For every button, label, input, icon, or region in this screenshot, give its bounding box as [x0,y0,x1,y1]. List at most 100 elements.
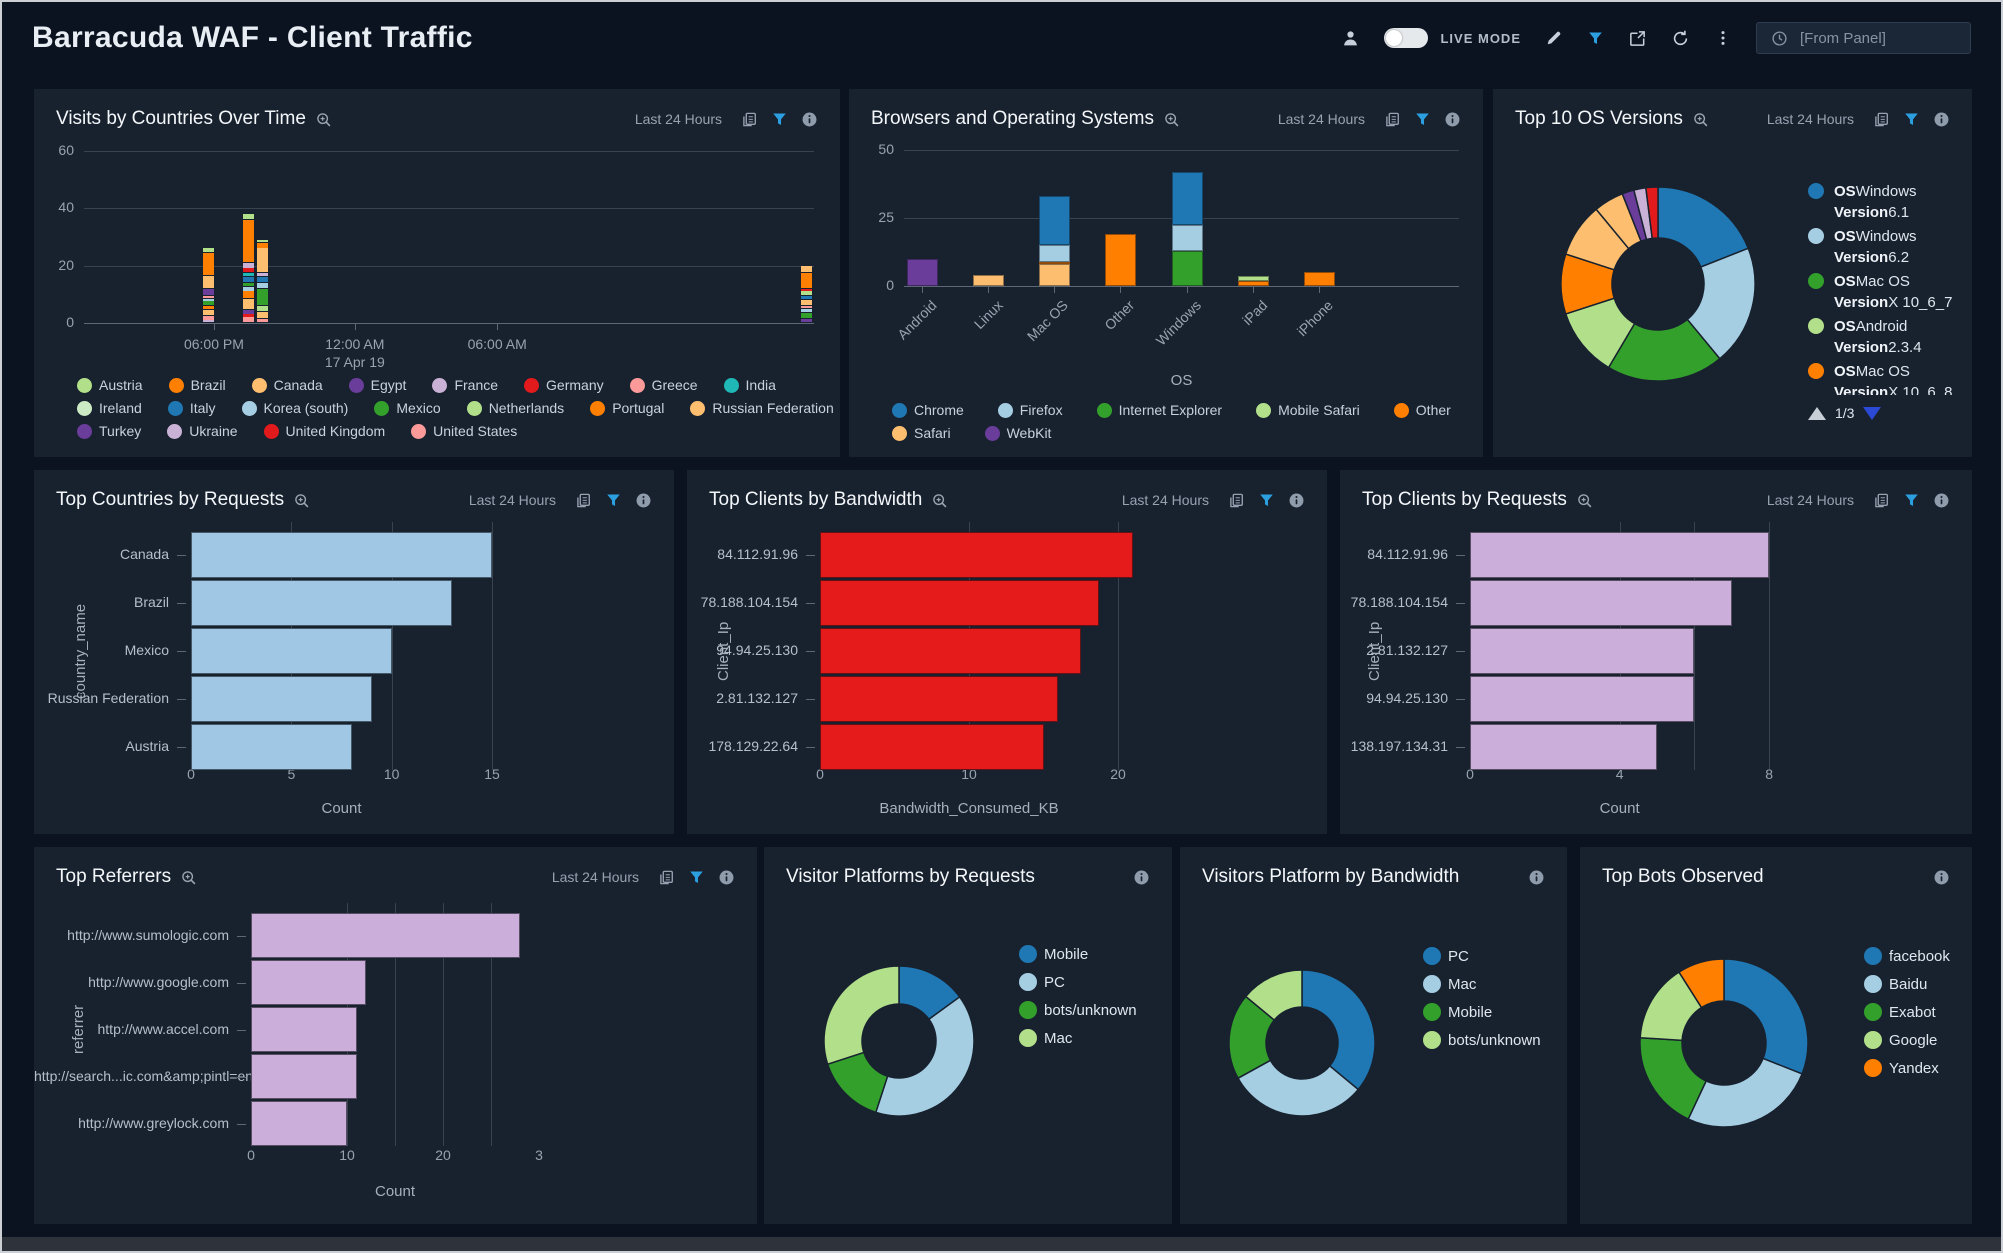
stacked-bar-segment[interactable] [242,287,254,291]
stacked-bar-segment[interactable] [257,242,269,248]
stacked-bar-segment[interactable] [801,265,813,273]
legend-item-windows-6-1[interactable]: OSWindows Version6.1 [1808,181,1917,223]
stacked-bar-segment[interactable] [202,298,214,301]
bar-2-81-132-127[interactable] [820,676,1059,722]
column-segment-mobile-safari[interactable] [1237,276,1269,281]
panel-time-range[interactable]: Last 24 Hours [634,111,722,127]
copy-icon[interactable] [1228,492,1245,509]
stacked-bar-segment[interactable] [202,248,214,252]
donut-slice-os-windows-version-6-1[interactable] [1657,186,1750,269]
legend-item-brazil[interactable]: Brazil [168,377,226,393]
legend-item-pc[interactable]: PC [1423,947,1469,965]
info-icon[interactable] [635,492,652,509]
legend-item-germany[interactable]: Germany [524,377,604,393]
stacked-bar-segment[interactable] [242,272,254,277]
column-segment-other[interactable] [1237,280,1269,286]
bar-russian-federation[interactable] [191,676,372,722]
page-down-icon[interactable] [1863,406,1882,420]
bar-84-112-91-96[interactable] [1470,532,1770,578]
stacked-bar-segment[interactable] [257,277,269,283]
donut-slice-other[interactable] [1645,186,1659,240]
donut-slice-mac[interactable] [1237,1059,1360,1117]
legend-item-yandex[interactable]: Yandex [1864,1059,1939,1077]
zoom-in-icon[interactable] [1163,111,1180,128]
stacked-bar-segment[interactable] [202,295,214,298]
donut-slice-mac[interactable] [823,965,900,1066]
column-segment-internet-explorer[interactable] [1171,250,1203,286]
legend-item-facebook[interactable]: facebook [1864,947,1950,965]
legend-item-other[interactable]: Other [1393,402,1451,418]
stacked-bar-segment[interactable] [242,298,254,310]
stacked-bar-segment[interactable] [257,282,269,288]
stacked-bar-segment[interactable] [242,282,254,287]
filter-icon[interactable] [1587,30,1604,47]
copy-icon[interactable] [741,111,758,128]
panel-filter-icon[interactable] [1903,492,1920,509]
legend-item-mac[interactable]: Mac [1019,1029,1072,1047]
bar-84-112-91-96[interactable] [820,532,1133,578]
stacked-bar-segment[interactable] [202,320,214,323]
donut-slice-yandex[interactable] [1677,958,1725,1009]
stacked-bar-segment[interactable] [257,311,269,319]
donut-slice-baidu[interactable] [1687,1057,1804,1128]
legend-item-google[interactable]: Google [1864,1031,1937,1049]
stacked-bar-segment[interactable] [801,272,813,288]
column-segment-chrome[interactable] [1171,171,1203,225]
panel-time-range[interactable]: Last 24 Hours [551,869,639,885]
stacked-bar-segment[interactable] [202,252,214,275]
legend-item-mobile[interactable]: Mobile [1423,1003,1492,1021]
bar-mexico[interactable] [191,628,392,674]
bar-138-197-134-31[interactable] [1470,724,1657,770]
stacked-bar-segment[interactable] [257,248,269,273]
bar-2-81-132-127[interactable] [1470,628,1695,674]
legend-item-canada[interactable]: Canada [251,377,323,393]
legend-item-austria[interactable]: Austria [77,377,143,393]
bar-78-188-104-154[interactable] [1470,580,1732,626]
stacked-bar-segment[interactable] [242,268,254,273]
panel-filter-icon[interactable] [688,869,705,886]
stacked-bar-segment[interactable] [202,275,214,288]
stacked-bar-segment[interactable] [202,288,214,296]
stacked-bar-segment[interactable] [801,295,813,300]
info-icon[interactable] [1133,869,1150,886]
legend-item-ireland[interactable]: Ireland [77,400,142,416]
panel-filter-icon[interactable] [605,492,622,509]
stacked-bar-segment[interactable] [801,308,813,313]
legend-item-ukraine[interactable]: Ukraine [167,423,238,439]
copy-icon[interactable] [1873,492,1890,509]
panel-time-range[interactable]: Last 24 Hours [1121,492,1209,508]
stacked-bar-segment[interactable] [202,301,214,306]
bar-http-www-accel-com[interactable] [251,1007,357,1052]
column-segment-other[interactable] [1038,261,1070,265]
stacked-bar-segment[interactable] [801,291,813,296]
stacked-bar-segment[interactable] [801,318,813,323]
legend-item-france[interactable]: France [432,377,498,393]
info-icon[interactable] [1288,492,1305,509]
bar-http-www-sumologic-com[interactable] [251,913,520,958]
stacked-bar-segment[interactable] [257,272,269,277]
panel-filter-icon[interactable] [1258,492,1275,509]
panel-filter-icon[interactable] [1414,111,1431,128]
copy-icon[interactable] [575,492,592,509]
legend-item-netherlands[interactable]: Netherlands [466,400,564,416]
legend-item-webkit[interactable]: WebKit [984,425,1051,441]
info-icon[interactable] [1933,111,1950,128]
copy-icon[interactable] [1873,111,1890,128]
legend-item-korea-south[interactable]: Korea (south) [241,400,348,416]
horizontal-scrollbar[interactable] [2,1237,2001,1251]
column-segment-safari[interactable] [1038,264,1070,286]
stacked-bar-segment[interactable] [242,262,254,268]
panel-time-range[interactable]: Last 24 Hours [468,492,556,508]
legend-item-exabot[interactable]: Exabot [1864,1003,1936,1021]
column-segment-safari[interactable] [972,275,1004,286]
bar-http-www-google-com[interactable] [251,960,367,1005]
stacked-bar-segment[interactable] [202,305,214,310]
bar-http-search-ic-com-amp-pintl-en[interactable] [251,1054,357,1099]
legend-item-russian-federation[interactable]: Russian Federation [690,400,834,416]
user-icon[interactable] [1341,29,1360,48]
stacked-bar-segment[interactable] [242,213,254,219]
column-segment-firefox[interactable] [1171,224,1203,251]
column-segment-chrome[interactable] [1038,196,1070,246]
legend-item-chrome[interactable]: Chrome [892,402,964,418]
legend-item-portugal[interactable]: Portugal [590,400,664,416]
